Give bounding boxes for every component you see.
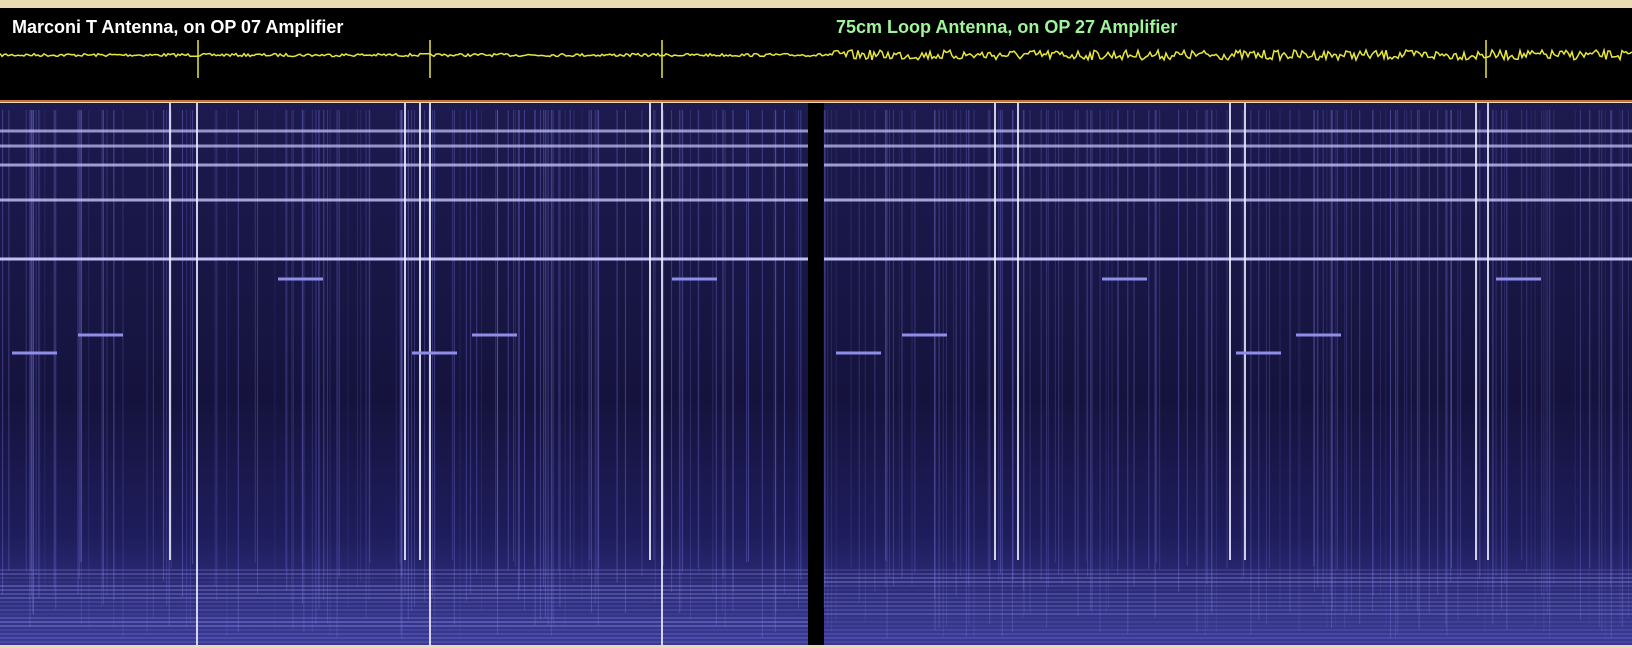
panel-label: Marconi T Antenna, on OP 07 Amplifier [12, 17, 343, 37]
right-spectrogram [824, 103, 1632, 645]
panel-label: 75cm Loop Antenna, on OP 27 Amplifier [836, 17, 1177, 37]
waveform [0, 47, 1632, 63]
